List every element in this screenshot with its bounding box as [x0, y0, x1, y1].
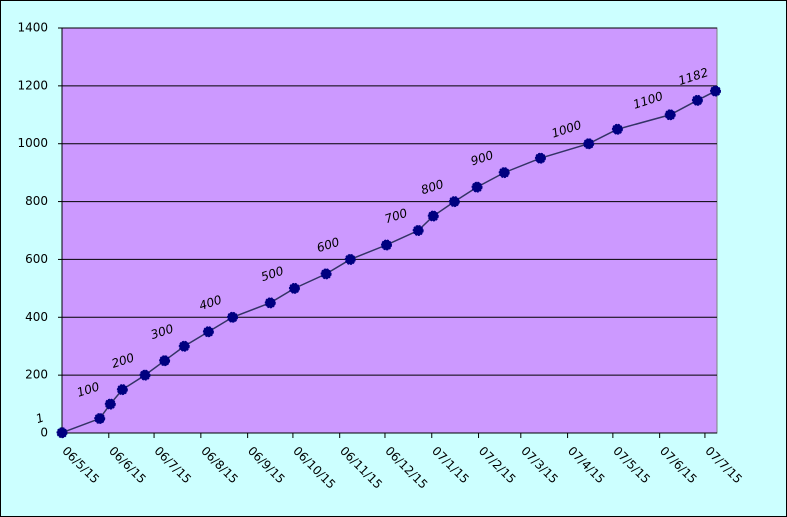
marker: [471, 181, 483, 193]
marker: [56, 427, 68, 439]
y-tick-label: 800: [25, 194, 48, 208]
marker: [94, 413, 106, 425]
marker: [320, 268, 332, 280]
data-label: 900: [469, 148, 495, 169]
y-tick-label: 1000: [17, 136, 48, 150]
marker: [691, 94, 703, 106]
marker: [583, 138, 595, 150]
marker: [664, 109, 676, 121]
data-label: 1: [34, 410, 46, 426]
marker: [202, 326, 214, 338]
y-tick-label: 1400: [17, 21, 48, 35]
data-label: 700: [383, 206, 409, 227]
marker: [104, 398, 116, 410]
data-label: 300: [149, 321, 175, 342]
marker: [380, 239, 392, 251]
marker: [427, 210, 439, 222]
marker: [139, 369, 151, 381]
data-label: 500: [259, 264, 285, 285]
marker: [178, 340, 190, 352]
y-tick-label: 200: [25, 368, 48, 382]
data-label: 200: [110, 350, 136, 371]
data-label: 400: [197, 293, 223, 314]
data-label: 800: [419, 177, 445, 198]
marker: [227, 311, 239, 323]
marker: [159, 355, 171, 367]
y-tick-label: 400: [25, 310, 48, 324]
marker: [448, 196, 460, 208]
data-label: 100: [75, 379, 101, 400]
marker: [534, 152, 546, 164]
marker: [611, 123, 623, 135]
y-tick-label: 1200: [17, 78, 48, 92]
marker: [116, 384, 128, 396]
marker: [498, 167, 510, 179]
y-tick-label: 600: [25, 252, 48, 266]
data-label: 600: [315, 235, 341, 256]
y-tick-label: 0: [40, 426, 48, 440]
marker: [412, 225, 424, 236]
marker: [288, 282, 300, 294]
marker: [264, 297, 276, 309]
plot-area: [61, 27, 718, 434]
marker: [344, 253, 356, 265]
marker: [709, 85, 721, 97]
